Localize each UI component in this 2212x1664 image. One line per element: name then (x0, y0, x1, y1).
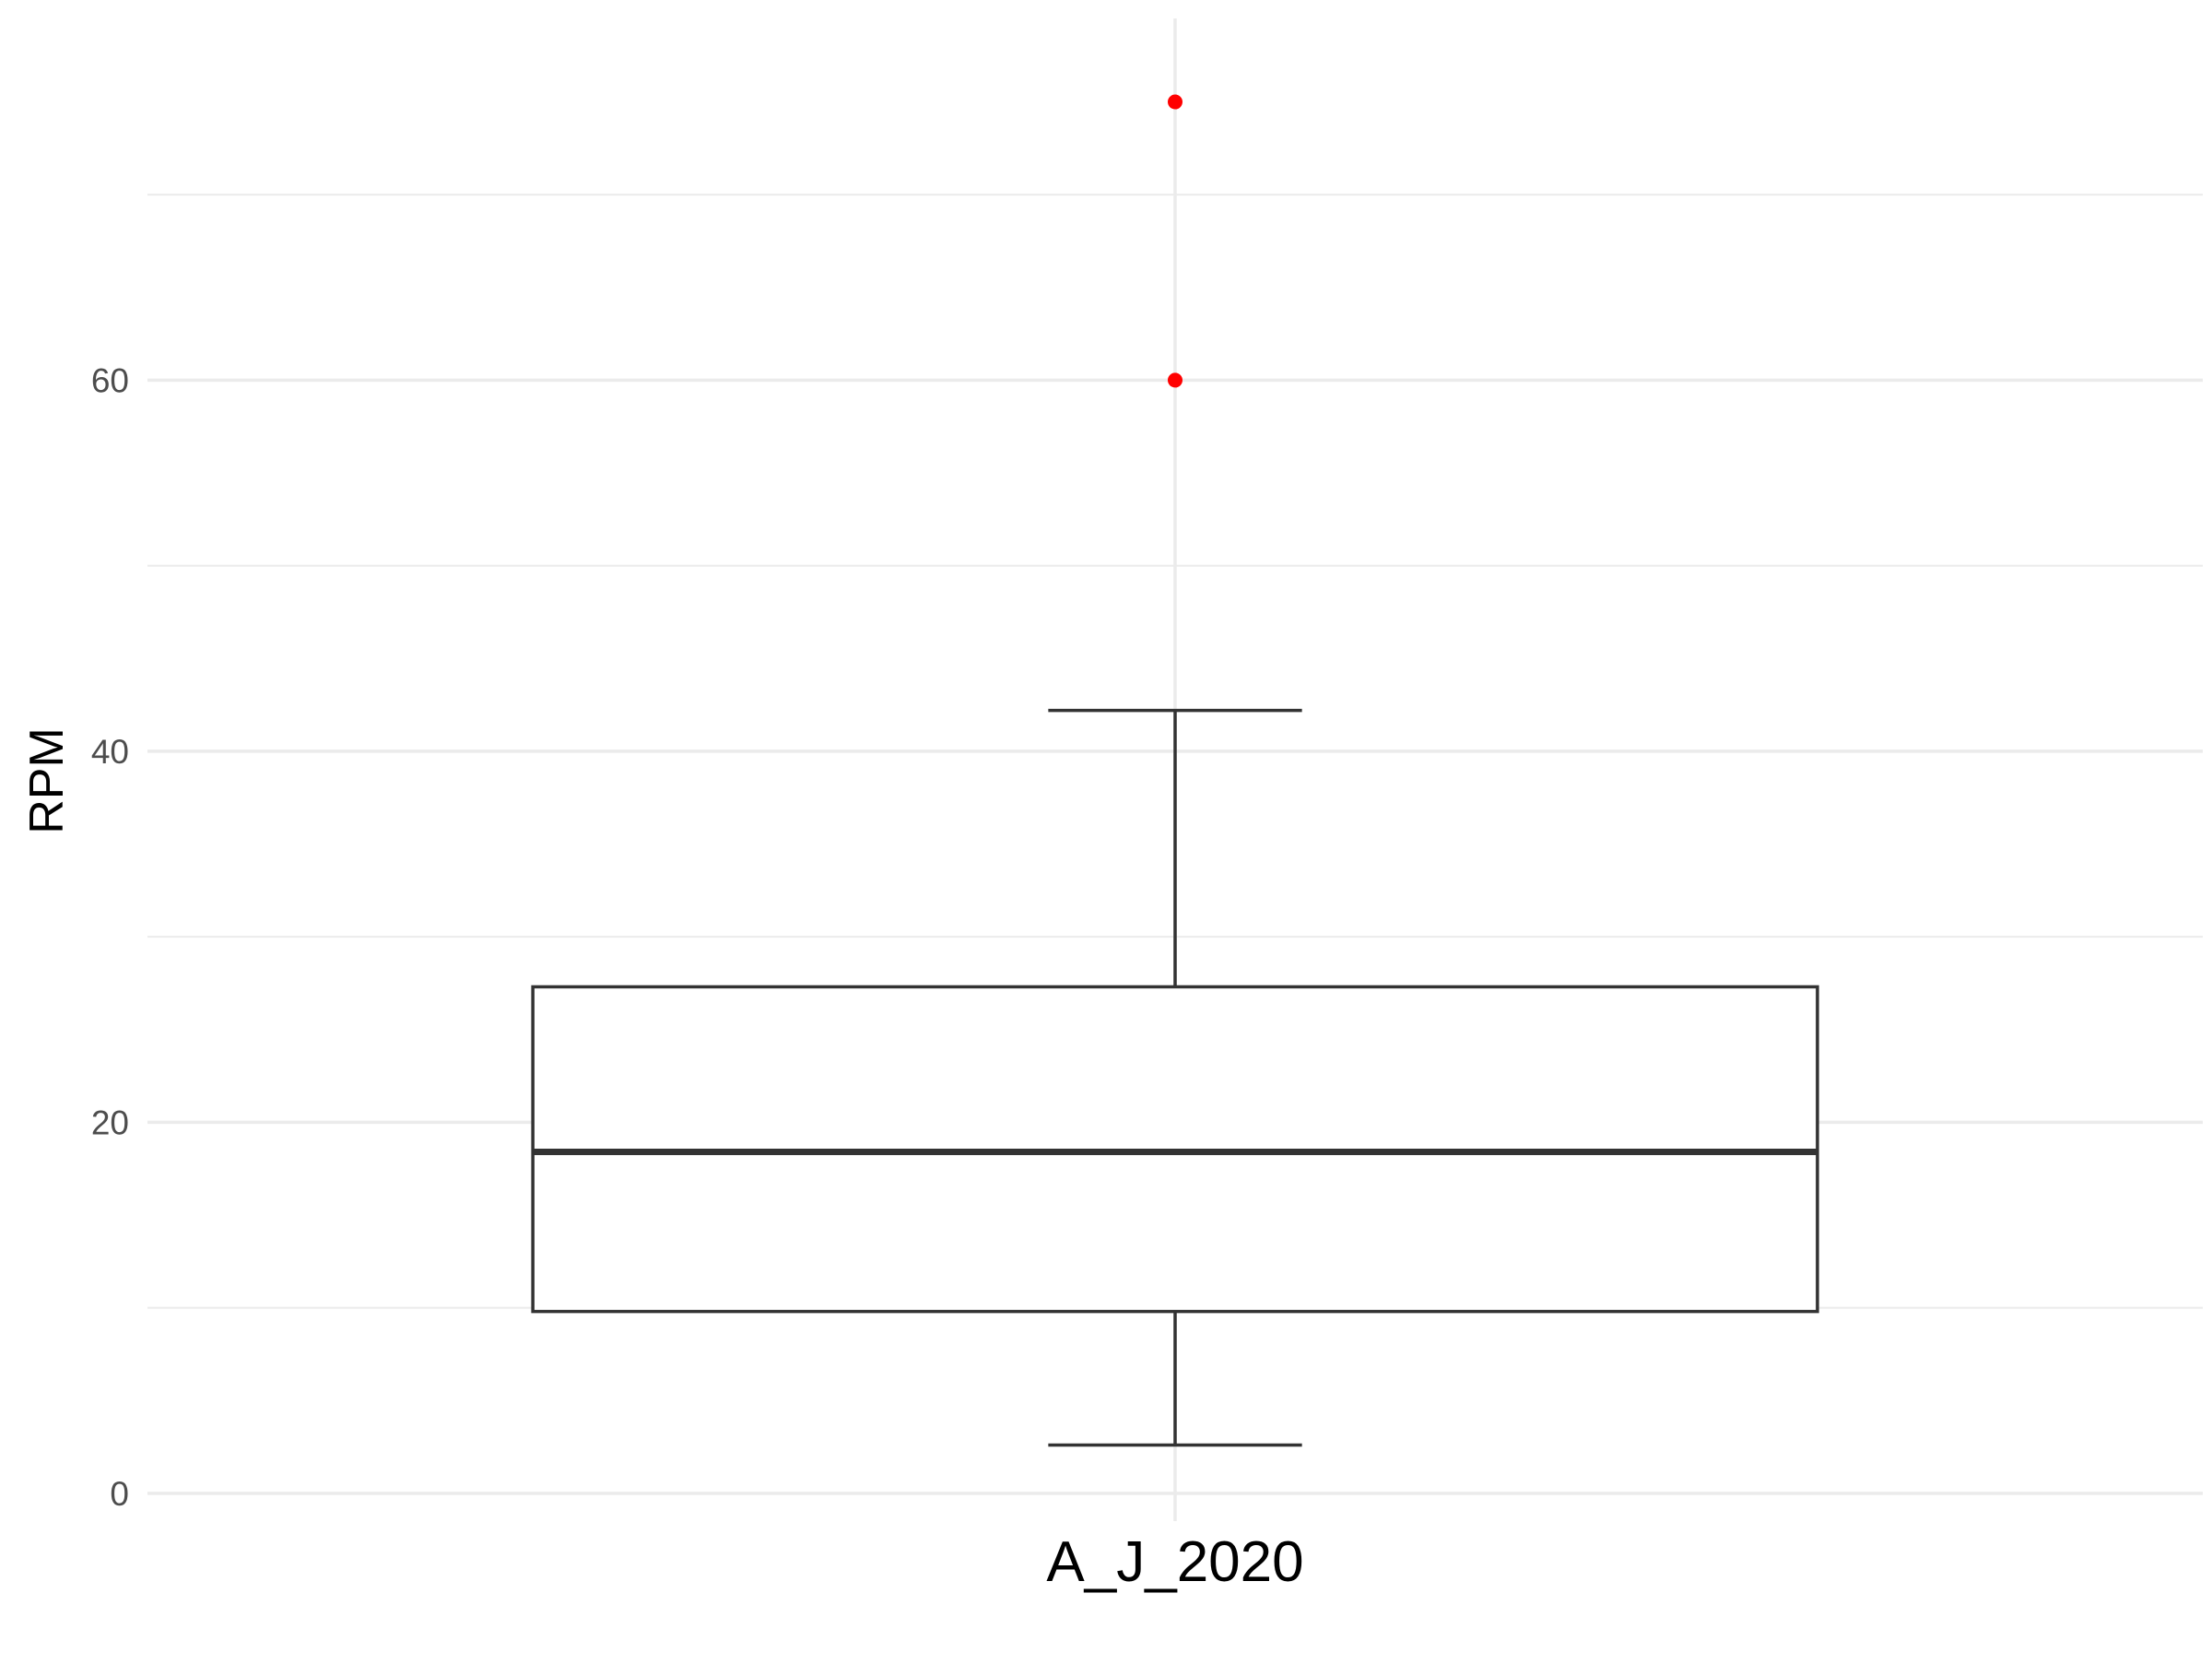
box-layer (531, 94, 1819, 1447)
y-tick-label: 0 (110, 1475, 129, 1513)
outlier-point (1168, 94, 1182, 110)
outlier-point (1168, 372, 1182, 388)
y-axis-title: RPM (20, 727, 74, 834)
y-tick-label: 40 (91, 733, 129, 771)
y-tick-label: 20 (91, 1103, 129, 1141)
x-tick-label: A_J_2020 (1046, 1530, 1303, 1594)
y-tick-label: 60 (91, 361, 129, 399)
axis-ticks: 0 20 40 60 A_J_2020 (91, 361, 1304, 1594)
